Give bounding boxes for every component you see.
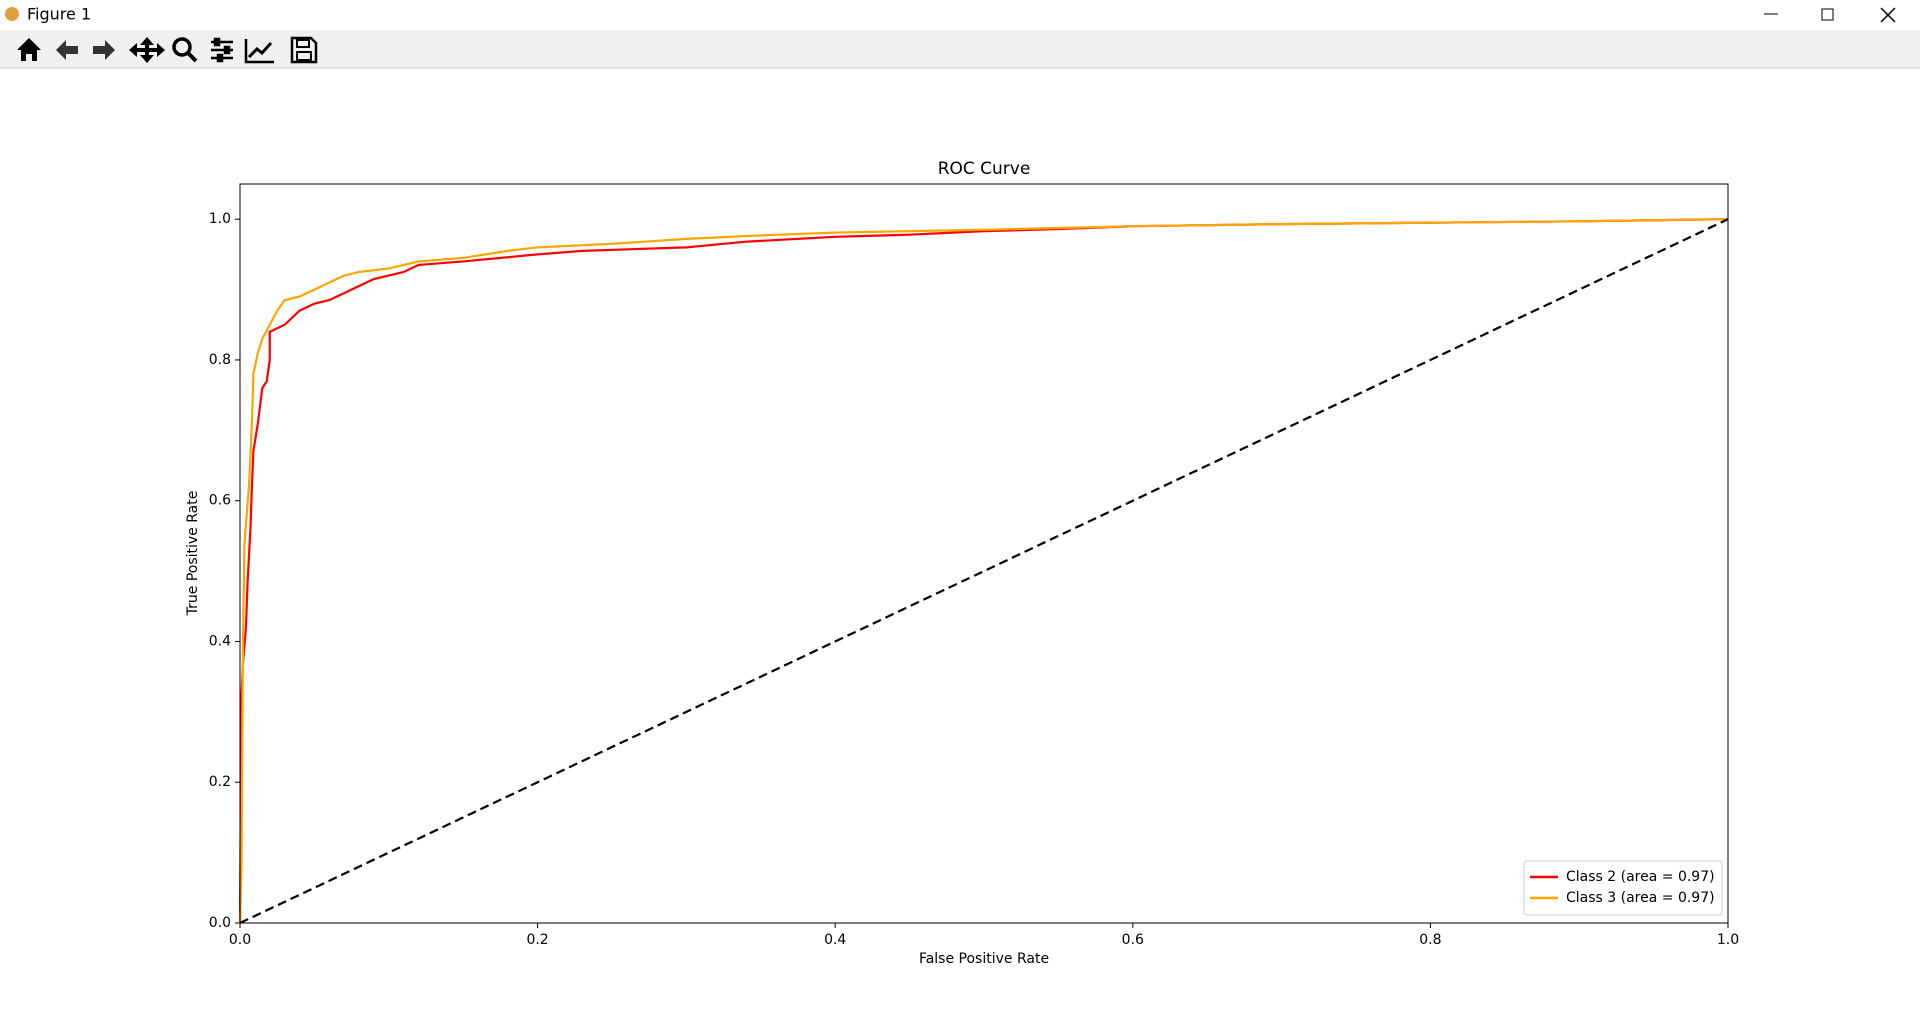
home-button[interactable]: [17, 38, 41, 61]
window-title: Figure 1: [27, 5, 91, 24]
toolbar: [0, 30, 1920, 68]
save-button[interactable]: [290, 36, 318, 64]
pan-button[interactable]: [129, 37, 165, 63]
x-tick-label: 0.4: [824, 932, 846, 948]
x-tick-label: 1.0: [1717, 932, 1739, 948]
y-tick-label: 0.2: [209, 774, 231, 790]
y-axis-label: True Positive Rate: [185, 491, 201, 617]
x-tick-label: 0.8: [1419, 932, 1441, 948]
zoom-button[interactable]: [172, 37, 198, 63]
y-tick-label: 0.6: [209, 493, 231, 509]
close-button[interactable]: [1880, 7, 1896, 23]
back-button[interactable]: [56, 40, 78, 60]
x-tick-label: 0.6: [1122, 932, 1144, 948]
legend-label: Class 2 (area = 0.97): [1566, 869, 1715, 885]
app-icon: [5, 7, 19, 21]
title-bar: [0, 0, 1920, 30]
chart-title: ROC Curve: [938, 159, 1031, 179]
x-tick-label: 0.2: [526, 932, 548, 948]
series-line: [239, 218, 1729, 924]
y-tick-label: 0.0: [209, 915, 231, 931]
y-tick-label: 1.0: [209, 211, 231, 227]
series-line: [238, 218, 1729, 924]
legend-box: [1523, 860, 1723, 916]
restore-button[interactable]: [1821, 8, 1834, 21]
plot: 0.0 0.2 0.4 0.6 0.8 1.0 0.0 0.2 0.4 0.6 0.8 1.0 Clas…: [209, 183, 1739, 948]
legend-label: Class 3 (area = 0.97): [1566, 890, 1715, 906]
edit-axes-button[interactable]: [244, 39, 274, 64]
configure-button[interactable]: [211, 37, 233, 63]
x-tick-label: 0.0: [229, 932, 251, 948]
series-line: [238, 218, 1729, 924]
x-axis-label: False Positive Rate: [919, 951, 1049, 967]
axes-frame: [239, 183, 1729, 924]
y-tick-label: 0.4: [209, 633, 231, 649]
forward-button[interactable]: [93, 40, 115, 60]
y-tick-label: 0.8: [209, 352, 231, 368]
